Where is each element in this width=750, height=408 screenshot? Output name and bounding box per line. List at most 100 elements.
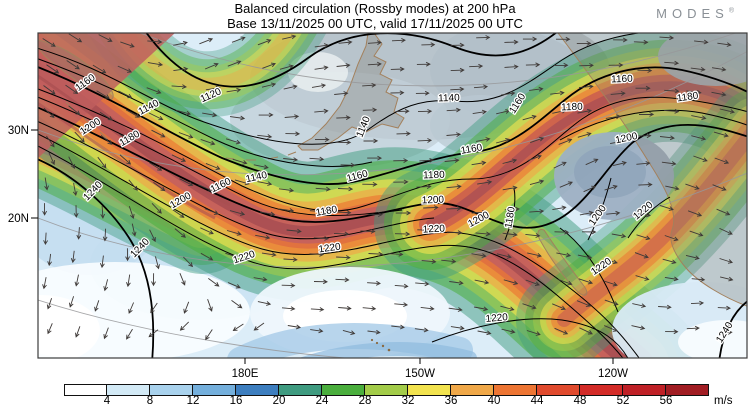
- wind-arrow: [261, 252, 277, 257]
- wind-arrow: [495, 138, 511, 144]
- wind-arrow: [691, 135, 707, 141]
- wind-arrow: [43, 85, 56, 95]
- wind-arrow: [149, 229, 156, 243]
- wind-arrow: [522, 114, 537, 121]
- contour-label: 1200: [422, 195, 445, 207]
- wind-arrow: [42, 277, 47, 290]
- wind-arrow: [500, 305, 515, 312]
- wind-arrow: [636, 133, 652, 139]
- hawaii-islands: [370, 338, 391, 352]
- wind-arrow: [503, 279, 519, 286]
- wind-arrow: [337, 186, 354, 192]
- wind-arrow: [583, 185, 597, 193]
- wind-arrow: [685, 254, 700, 261]
- wind-arrow: [529, 179, 545, 186]
- wind-arrow: [119, 133, 133, 143]
- wind-arrow: [313, 279, 328, 285]
- wind-arrow: [125, 248, 130, 262]
- wind-arrow: [637, 68, 653, 73]
- wind-arrow: [232, 323, 244, 332]
- wind-arrow: [151, 129, 166, 138]
- wind-arrow: [477, 330, 492, 336]
- wind-arrow: [496, 109, 511, 115]
- wind-arrow: [179, 273, 186, 286]
- wind-arrow: [475, 231, 491, 237]
- wind-arrow: [529, 86, 544, 92]
- wind-vectors: [42, 33, 735, 341]
- lon-tick-label: 180E: [232, 368, 259, 380]
- wind-arrow: [416, 61, 431, 67]
- wind-arrow: [125, 109, 140, 118]
- wind-arrow: [362, 306, 377, 311]
- wind-arrow: [74, 131, 85, 143]
- wind-arrow: [504, 64, 519, 70]
- wind-arrow: [664, 235, 679, 242]
- wind-arrow: [153, 181, 166, 192]
- wind-arrow: [100, 205, 106, 219]
- wind-arrow: [225, 138, 241, 145]
- wind-arrow: [388, 251, 404, 257]
- wind-arrow: [527, 252, 542, 258]
- colorbar-tick-label: 28: [358, 395, 372, 407]
- graticule: [38, 33, 747, 358]
- wind-arrow: [474, 279, 490, 285]
- wind-arrow: [477, 179, 493, 185]
- wind-arrow: [46, 298, 53, 310]
- wind-arrow: [390, 90, 405, 96]
- wind-arrow: [340, 162, 356, 168]
- wind-arrow: [128, 179, 138, 191]
- map-frame: [37, 32, 748, 359]
- wind-arrow: [469, 63, 484, 69]
- colorbar-cell: [494, 384, 537, 396]
- wind-arrow: [362, 107, 378, 113]
- contour-label: 1180: [676, 91, 699, 105]
- wind-arrow: [73, 205, 79, 218]
- wind-arrow: [691, 115, 707, 121]
- colorbar-tick-label: 56: [659, 395, 673, 407]
- wind-arrow: [148, 112, 164, 121]
- wind-arrow: [342, 329, 356, 336]
- colorbar-cell: [236, 384, 279, 396]
- lat-tick-label: 30N: [8, 125, 29, 137]
- colorbar-tick-label: 44: [530, 395, 544, 407]
- wind-arrow: [476, 137, 491, 142]
- wind-arrow: [522, 303, 537, 310]
- wind-arrow: [578, 278, 594, 285]
- wind-arrow: [314, 43, 329, 48]
- wind-arrow: [100, 134, 113, 145]
- wind-arrow: [179, 321, 190, 331]
- streamfunction-contours: [38, 33, 747, 358]
- lat-tick-label: 20N: [8, 213, 29, 225]
- wind-arrow: [525, 233, 541, 238]
- wind-arrow: [336, 210, 352, 215]
- wind-arrow: [229, 115, 246, 121]
- contour-label: 1220: [485, 312, 509, 325]
- wind-arrow: [314, 137, 330, 142]
- wind-arrow: [554, 327, 569, 335]
- wind-arrow: [208, 278, 220, 287]
- wind-arrow: [96, 90, 110, 99]
- modes-logo[interactable]: MODES®: [656, 6, 734, 21]
- wind-arrow: [258, 112, 274, 118]
- wind-arrow: [559, 181, 573, 188]
- wind-arrow: [281, 306, 296, 311]
- wind-arrow: [395, 210, 412, 216]
- wind-arrow: [198, 184, 213, 192]
- wind-arrow: [202, 112, 218, 118]
- wind-arrow: [612, 160, 627, 167]
- wind-arrow: [576, 300, 591, 307]
- wind-arrow: [205, 329, 213, 341]
- wind-arrow: [476, 35, 491, 40]
- wind-arrow: [103, 327, 109, 340]
- wind-arrow: [97, 156, 107, 169]
- wind-arrow: [417, 138, 433, 143]
- colorbar-tick-label: 12: [186, 395, 200, 407]
- wind-arrow: [664, 108, 680, 114]
- wind-arrow: [581, 229, 597, 235]
- wind-arrow: [261, 82, 277, 88]
- wind-arrow: [68, 156, 76, 170]
- wind-arrow: [199, 37, 214, 45]
- wind-arrow: [126, 274, 131, 288]
- colorbar-cell: [279, 384, 322, 396]
